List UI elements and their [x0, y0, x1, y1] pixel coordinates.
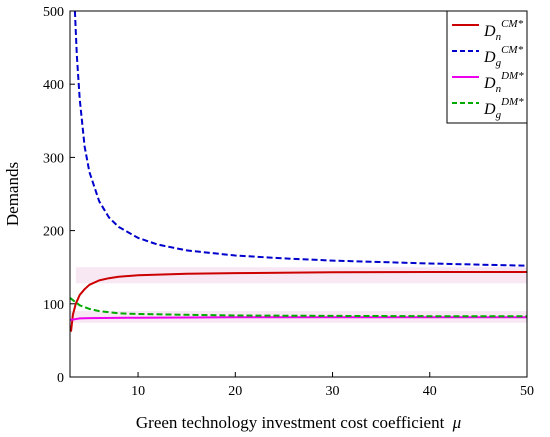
x-tick-label: 20 [228, 384, 242, 399]
y-axis-ticks: 0 100 200 300 400 500 [43, 5, 75, 386]
legend-label-sub: n [496, 31, 502, 43]
y-tick-label: 200 [43, 225, 64, 240]
legend-entry-label: DnDM* [483, 70, 524, 95]
y-axis-label: Demands [3, 162, 22, 226]
y-tick-label: 0 [57, 371, 64, 386]
x-tick-label: 50 [520, 384, 534, 399]
legend-label-sup: DM* [500, 70, 524, 82]
legend-entry-label: DgCM* [483, 44, 524, 69]
x-axis-label: Green technology investment cost coeffic… [136, 413, 461, 432]
y-tick-label: 500 [43, 5, 64, 20]
series-line-1 [70, 271, 527, 332]
x-tick-label: 40 [423, 384, 437, 399]
legend-label-sup: CM* [501, 44, 524, 56]
legend-label-base: D [483, 23, 496, 40]
series-line-4 [69, 297, 527, 318]
legend-label-base: D [483, 101, 496, 118]
x-tick-label: 30 [326, 384, 340, 399]
legend-label-sup: CM* [501, 18, 524, 30]
y-tick-label: 100 [43, 298, 64, 313]
legend-box [446, 10, 528, 124]
legend-label-base: D [483, 75, 496, 92]
x-axis-label-symbol: μ [452, 413, 462, 432]
plot-area-frame [69, 10, 528, 378]
series-line-3 [69, 316, 527, 321]
legend-label-sub: g [496, 109, 502, 121]
x-tick-label: 10 [131, 384, 145, 399]
legend-label-base: D [483, 49, 496, 66]
x-axis-ticks: 10 20 30 40 50 [131, 372, 534, 399]
x-axis-label-text: Green technology investment cost coeffic… [136, 413, 445, 432]
legend-entry-label: DgDM* [483, 96, 524, 121]
legend-label-sup: DM* [500, 96, 524, 108]
legend-label-sub: g [496, 57, 502, 69]
series-layer [69, 10, 528, 332]
y-tick-label: 400 [43, 78, 64, 93]
legend: DnCM*DgCM*DnDM*DgDM* [446, 10, 528, 124]
y-tick-label: 300 [43, 151, 64, 166]
legend-label-sub: n [496, 83, 502, 95]
series-line-2 [73, 10, 528, 267]
legend-entry-label: DnCM* [483, 18, 524, 43]
